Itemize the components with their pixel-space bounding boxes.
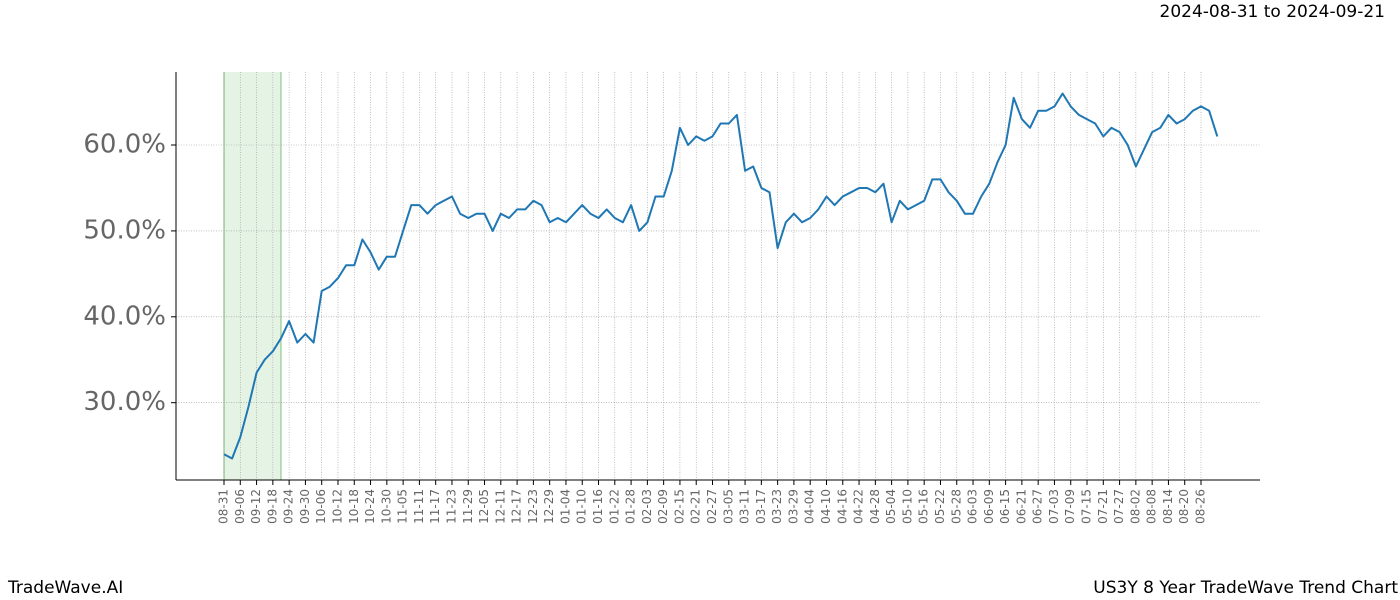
y-tick-label: 60.0% <box>83 130 166 160</box>
x-tick-label: 05-10 <box>900 489 914 524</box>
x-tick-label: 01-16 <box>591 489 605 524</box>
x-tick-label: 09-30 <box>298 489 312 524</box>
x-tick-label: 06-21 <box>1014 489 1028 524</box>
subtitle: 2024-08-31 to 2024-09-21 <box>1160 2 1385 22</box>
x-tick-label: 01-22 <box>607 489 621 524</box>
x-tick-label: 07-27 <box>1112 489 1126 524</box>
x-tick-label: 11-05 <box>396 489 410 524</box>
x-tick-label: 04-16 <box>835 489 849 524</box>
x-tick-label: 09-18 <box>265 489 279 524</box>
x-tick-label: 08-02 <box>1128 489 1142 524</box>
x-tick-label: 05-22 <box>933 489 947 524</box>
x-tick-label: 12-05 <box>477 489 491 524</box>
x-tick-label: 12-11 <box>493 489 507 524</box>
x-tick-label: 02-27 <box>705 489 719 524</box>
x-tick-label: 07-21 <box>1096 489 1110 524</box>
x-tick-label: 08-08 <box>1145 489 1159 524</box>
y-tick-label: 50.0% <box>83 215 166 245</box>
x-tick-label: 10-06 <box>314 489 328 524</box>
x-tick-label: 10-24 <box>363 489 377 524</box>
y-tick-label: 40.0% <box>83 301 166 331</box>
chart-title: US3Y 8 Year TradeWave Trend Chart <box>1093 578 1398 598</box>
x-tick-label: 06-09 <box>982 489 996 524</box>
y-tick-label: 30.0% <box>83 387 166 417</box>
x-tick-label: 02-09 <box>656 489 670 524</box>
x-tick-label: 03-11 <box>738 489 752 524</box>
x-tick-label: 06-15 <box>998 489 1012 524</box>
x-tick-label: 05-04 <box>884 489 898 524</box>
data-line <box>223 92 1219 460</box>
x-tick-label: 11-23 <box>444 489 458 524</box>
x-tick-label: 10-18 <box>347 489 361 524</box>
x-tick-label: 01-04 <box>558 489 572 524</box>
x-tick-label: 01-10 <box>575 489 589 524</box>
x-tick-label: 03-23 <box>770 489 784 524</box>
x-tick-label: 04-22 <box>852 489 866 524</box>
x-tick-label: 08-26 <box>1194 489 1208 524</box>
x-tick-label: 02-21 <box>689 489 703 524</box>
x-tick-label: 09-12 <box>249 489 263 524</box>
x-tick-label: 09-24 <box>282 489 296 524</box>
x-tick-label: 11-11 <box>412 489 426 524</box>
x-tick-label: 05-16 <box>917 489 931 524</box>
x-tick-label: 04-10 <box>819 489 833 524</box>
x-tick-label: 08-20 <box>1177 489 1191 524</box>
x-tick-label: 08-31 <box>217 489 231 524</box>
x-tick-label: 07-09 <box>1063 489 1077 524</box>
x-tick-label: 07-15 <box>1080 489 1094 524</box>
x-tick-label: 03-17 <box>754 489 768 524</box>
x-tick-label: 07-03 <box>1047 489 1061 524</box>
x-tick-label: 08-14 <box>1161 489 1175 524</box>
source: TradeWave.AI <box>7 578 123 598</box>
x-tick-label: 09-06 <box>233 489 247 524</box>
x-tick-label: 10-30 <box>379 489 393 524</box>
x-tick-label: 04-04 <box>803 489 817 524</box>
x-tick-label: 02-03 <box>640 489 654 524</box>
x-tick-label: 03-29 <box>786 489 800 524</box>
x-tick-label: 01-28 <box>624 489 638 524</box>
x-tick-label: 06-03 <box>966 489 980 524</box>
x-tick-label: 10-12 <box>330 489 344 524</box>
x-tick-label: 03-05 <box>721 489 735 524</box>
x-tick-label: 12-23 <box>526 489 540 524</box>
x-tick-label: 04-28 <box>868 489 882 524</box>
x-tick-label: 05-28 <box>949 489 963 524</box>
x-tick-label: 02-15 <box>672 489 686 524</box>
x-tick-label: 11-17 <box>428 489 442 524</box>
x-tick-label: 12-17 <box>510 489 524 524</box>
highlight-region <box>224 72 281 480</box>
x-tick-label: 11-29 <box>461 489 475 524</box>
x-tick-label: 06-27 <box>1031 489 1045 524</box>
x-tick-label: 12-29 <box>542 489 556 524</box>
